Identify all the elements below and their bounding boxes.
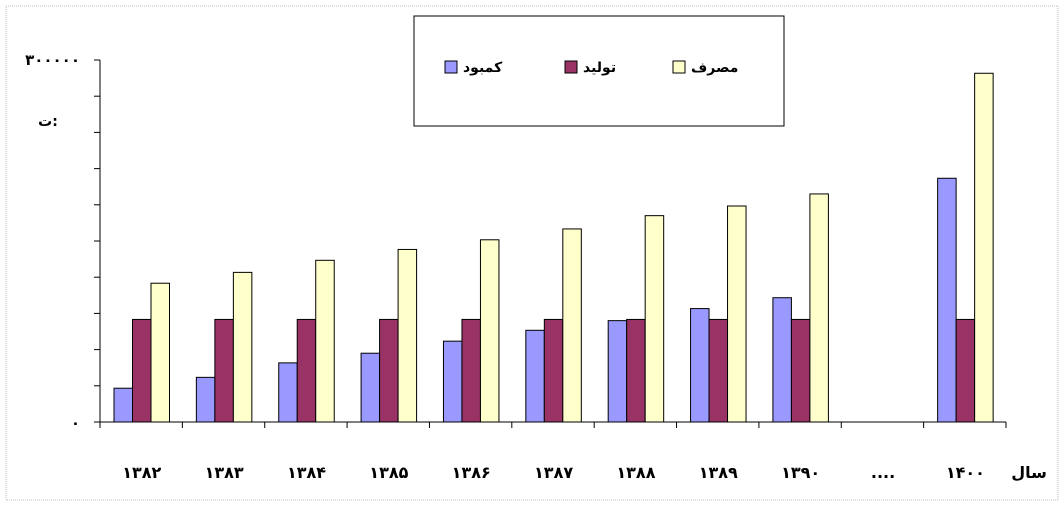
bar-deficit xyxy=(525,329,545,423)
y-tick-label-max: ۳۰۰۰۰۰ xyxy=(25,51,80,69)
bar-production xyxy=(132,318,152,423)
y-axis-ticks xyxy=(94,59,100,423)
bar-production xyxy=(790,318,811,423)
legend-swatch-production xyxy=(564,60,578,74)
bar-consumption xyxy=(974,72,994,423)
x-tick-label: .... xyxy=(871,463,895,482)
legend-item-production: تولید xyxy=(564,60,616,76)
x-tick-label: ۱۴۰۰ xyxy=(946,463,985,482)
bar-consumption xyxy=(562,228,582,423)
x-tick-label: ۱۳۸۸ xyxy=(616,463,655,482)
bar-deficit xyxy=(690,308,710,423)
bar-production xyxy=(626,318,646,423)
bar-consumption xyxy=(479,239,500,423)
bar-consumption xyxy=(150,282,170,423)
bars-group xyxy=(113,72,994,423)
y-unit-label: ت: xyxy=(38,114,58,130)
chart-area-border xyxy=(5,5,1059,501)
bar-deficit xyxy=(442,340,463,423)
bar-consumption xyxy=(315,259,335,423)
bar-consumption xyxy=(727,205,747,423)
x-axis-title: سال xyxy=(1011,463,1047,482)
x-tick-label: ۱۳۸۳ xyxy=(205,463,244,482)
y-tick-label-min: ۰ xyxy=(71,414,80,432)
bar-deficit xyxy=(113,387,133,423)
bar-deficit xyxy=(607,320,628,423)
legend-label-deficit: کمبود xyxy=(463,60,503,76)
bar-production xyxy=(379,318,399,423)
legend-swatch-deficit xyxy=(444,60,458,74)
legend: کمبود تولید مصرف xyxy=(413,15,785,127)
bar-production xyxy=(955,318,976,423)
bar-deficit xyxy=(772,297,792,423)
legend-box xyxy=(413,15,785,127)
bar-consumption xyxy=(397,248,418,423)
x-tick-label: ۱۳۸۹ xyxy=(699,463,738,482)
x-tick-label: ۱۳۸۲ xyxy=(122,463,161,482)
bar-deficit xyxy=(360,352,381,423)
bar-production xyxy=(214,318,234,423)
legend-label-production: تولید xyxy=(583,60,616,76)
bar-consumption xyxy=(809,193,829,423)
bar-production xyxy=(543,318,564,423)
x-tick-label: ۱۳۸۵ xyxy=(369,463,408,482)
bar-deficit xyxy=(937,177,957,423)
bar-deficit xyxy=(195,376,216,423)
bar-deficit xyxy=(278,362,298,423)
bar-consumption xyxy=(232,271,253,423)
x-tick-label: ۱۳۸۷ xyxy=(534,463,573,482)
bar-production xyxy=(296,318,317,423)
x-axis-ticks xyxy=(99,422,1007,428)
x-tick-label: ۱۳۹۰ xyxy=(781,463,820,482)
bar-consumption xyxy=(644,215,665,423)
legend-item-deficit: کمبود xyxy=(444,60,503,76)
x-tick-label: ۱۳۸۴ xyxy=(287,463,326,482)
legend-item-consumption: مصرف xyxy=(672,60,738,76)
bar-production xyxy=(708,318,729,423)
legend-swatch-consumption xyxy=(672,60,686,74)
x-tick-labels: ۱۳۸۲ ۱۳۸۳ ۱۳۸۴ ۱۳۸۵ ۱۳۸۶ ۱۳۸۷ ۱۳۸۸ ۱۳۸۹ ۱۳۹۰....… xyxy=(122,463,985,482)
legend-label-consumption: مصرف xyxy=(691,60,738,76)
x-tick-label: ۱۳۸۶ xyxy=(452,463,491,482)
bar-production xyxy=(461,318,481,423)
